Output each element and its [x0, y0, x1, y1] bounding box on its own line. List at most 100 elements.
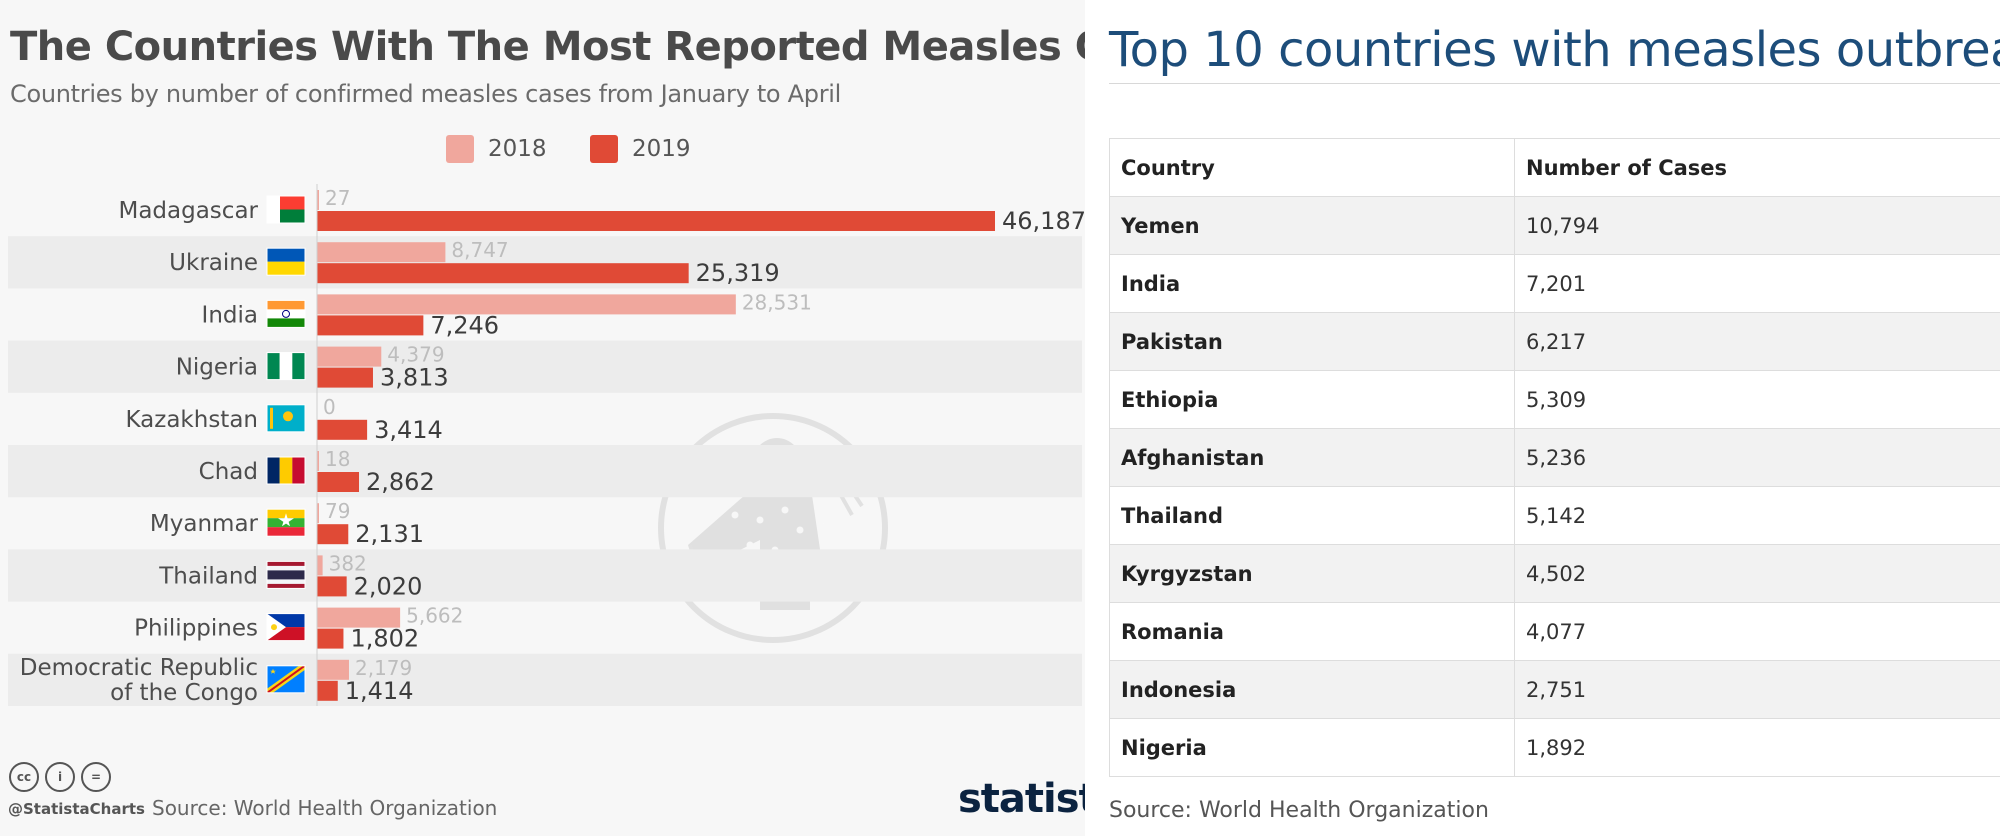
row-band — [8, 445, 1082, 498]
chart-row-madagascar: Madagascar 27 46,187 — [118, 186, 1085, 235]
chart-subtitle: Countries by number of confirmed measles… — [10, 80, 841, 108]
flag-border — [266, 195, 306, 224]
title-divider — [1109, 83, 2000, 84]
table-title: Top 10 countries with measles outbreaks — [1109, 22, 2000, 78]
bar-2019 — [317, 315, 424, 336]
dr-congo-flag-icon — [266, 665, 306, 694]
flag-part — [267, 300, 305, 310]
myanmar-flag-icon — [266, 508, 306, 537]
value-label-2018: 18 — [325, 447, 350, 471]
flag-part — [280, 196, 305, 210]
bar-2019 — [317, 680, 338, 701]
value-label-2019: 2,020 — [354, 572, 423, 600]
value-label-2018: 28,531 — [742, 290, 812, 314]
flag-part — [267, 527, 305, 537]
nigeria-flag-icon — [266, 352, 306, 381]
column-header-cases: Number of Cases — [1514, 138, 2000, 197]
legend-item-2018: 2018 — [446, 134, 547, 164]
bar-2019 — [317, 263, 689, 284]
watermark-dot — [756, 516, 764, 524]
cases-cell: 2,751 — [1514, 660, 2000, 719]
watermark-dot — [746, 541, 754, 549]
category-label: Chad — [199, 459, 258, 485]
bar-2019 — [317, 628, 344, 649]
license-icons: cc i = — [9, 762, 111, 792]
value-label-2019: 1,414 — [345, 677, 414, 705]
category-label-line: Democratic Republic — [20, 655, 258, 681]
flag-part — [270, 407, 273, 429]
flag-part — [282, 309, 290, 318]
category-label: India — [202, 302, 258, 328]
table-header-row: Country Number of Cases — [1109, 138, 2000, 197]
flag-border — [266, 508, 306, 537]
flag-border — [266, 299, 306, 328]
legend-swatch-2018 — [446, 135, 474, 163]
column-header-country: Country — [1109, 138, 1515, 197]
country-cell: Indonesia — [1109, 660, 1515, 719]
cases-cell: 5,142 — [1514, 486, 2000, 545]
flag-border — [266, 404, 306, 433]
flag-part — [271, 624, 277, 631]
flag-part — [292, 352, 305, 380]
table-row: Pakistan 6,217 — [1109, 312, 2000, 371]
flag-border — [266, 456, 306, 485]
country-cell: Pakistan — [1109, 312, 1515, 371]
table-row: Indonesia 2,751 — [1109, 660, 2000, 719]
cases-cell: 6,217 — [1514, 312, 2000, 371]
flag-part — [279, 457, 293, 484]
category-label: Nigeria — [176, 355, 258, 381]
flag-part — [267, 309, 305, 319]
country-cell: Ethiopia — [1109, 370, 1515, 429]
row-band — [8, 340, 1082, 393]
flag-part — [267, 318, 305, 328]
flag-part — [279, 352, 293, 380]
value-label-2019: 3,414 — [374, 416, 443, 444]
category-label: Myanmar — [150, 511, 259, 537]
country-cell: Romania — [1109, 602, 1515, 661]
bar-2018 — [317, 242, 446, 263]
bar-2018 — [317, 294, 736, 315]
table-row: Nigeria 1,892 — [1109, 718, 2000, 777]
flag-part — [267, 248, 305, 262]
cases-cell: 7,201 — [1514, 254, 2000, 313]
category-label: Kazakhstan — [125, 407, 258, 433]
category-label: Philippines — [134, 616, 258, 642]
value-label-2018: 5,662 — [406, 604, 463, 628]
watermark-dot — [781, 506, 789, 514]
bar-2018 — [317, 451, 319, 471]
flag-border — [266, 352, 306, 381]
country-cell: Kyrgyzstan — [1109, 544, 1515, 603]
bar-2018 — [317, 190, 319, 210]
bar-2019 — [317, 211, 995, 231]
bar-2018 — [317, 503, 319, 524]
chart-row-kazakhstan: Kazakhstan 0 3,414 — [125, 395, 442, 444]
country-cell: Yemen — [1109, 196, 1515, 255]
chart-row-democratic-republic-of-the-congo: Democratic Republic of the Congo 2,1791,41… — [8, 653, 1082, 706]
row-band — [8, 549, 1082, 602]
legend-label-2018: 2018 — [488, 136, 547, 162]
country-cell: India — [1109, 254, 1515, 313]
flag-part — [267, 352, 280, 380]
row-band — [8, 653, 1082, 706]
flag-part — [283, 411, 293, 422]
value-label-2019: 2,862 — [366, 468, 435, 496]
value-label-2019: 46,187 — [1002, 207, 1085, 235]
chad-flag-icon — [266, 456, 306, 485]
chart-row-india: India 28,531 7,246 — [202, 290, 812, 339]
flag-part — [278, 513, 294, 527]
bar-2018 — [317, 346, 382, 367]
table-row: Afghanistan 5,236 — [1109, 428, 2000, 487]
cases-cell: 5,309 — [1514, 370, 2000, 429]
flag-part — [267, 570, 305, 580]
country-cell: Afghanistan — [1109, 428, 1515, 487]
table-row: Thailand 5,142 — [1109, 486, 2000, 545]
no-derivatives-icon: = — [81, 762, 111, 792]
bar-2019 — [317, 419, 368, 440]
watermark-ring — [658, 413, 888, 643]
watermark-dot — [731, 511, 739, 519]
flag-border — [266, 613, 306, 642]
cases-cell: 4,077 — [1514, 602, 2000, 661]
value-label-2019: 3,813 — [380, 364, 449, 392]
